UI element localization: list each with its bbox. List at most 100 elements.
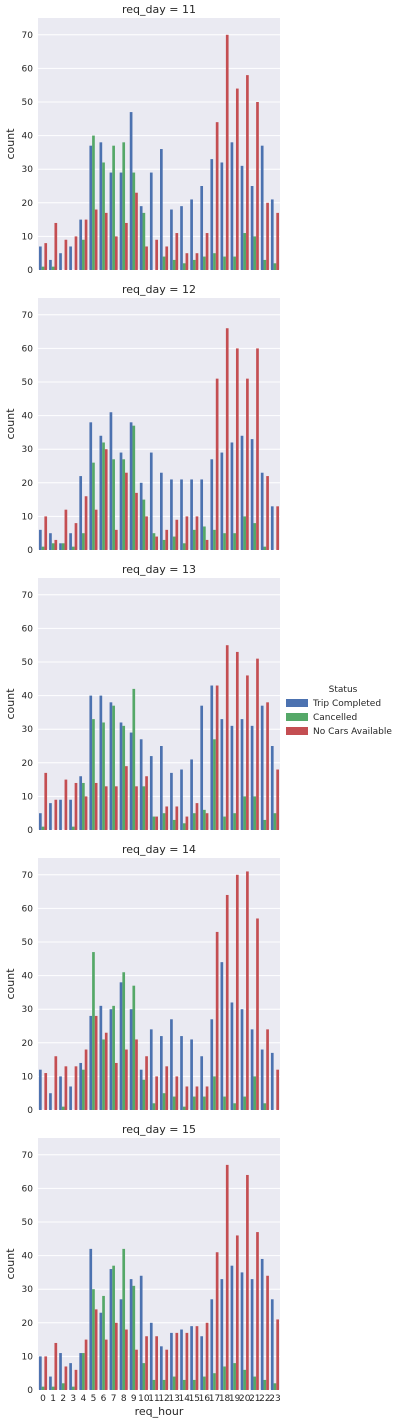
- bar-trip-completed: [129, 1009, 133, 1110]
- bar-cancelled: [253, 1376, 257, 1390]
- bar-trip-completed: [139, 739, 143, 830]
- bar-cancelled: [192, 1379, 196, 1390]
- bar-cancelled: [61, 543, 65, 550]
- bar-trip-completed: [170, 479, 173, 550]
- bar-no-cars-available: [205, 1322, 209, 1390]
- x-tick-label: 2: [60, 1394, 66, 1404]
- bar-trip-completed: [99, 142, 103, 270]
- y-tick-label: 70: [22, 871, 34, 881]
- x-tick-label: 21: [249, 1394, 260, 1404]
- bar-trip-completed: [190, 759, 193, 830]
- bar-no-cars-available: [276, 506, 279, 550]
- y-tick-label: 30: [22, 1005, 34, 1015]
- bar-no-cars-available: [114, 236, 118, 270]
- bar-cancelled: [213, 1373, 216, 1390]
- bar-trip-completed: [59, 1353, 62, 1390]
- bar-trip-completed: [180, 769, 183, 830]
- bar-no-cars-available: [44, 1356, 48, 1390]
- bar-cancelled: [213, 1076, 216, 1110]
- y-tick-label: 20: [22, 199, 34, 209]
- bar-no-cars-available: [185, 816, 189, 830]
- bar-cancelled: [243, 516, 247, 550]
- bar-cancelled: [51, 543, 55, 550]
- y-axis-label: count: [4, 128, 17, 160]
- bar-no-cars-available: [195, 516, 199, 550]
- bar-cancelled: [273, 263, 277, 270]
- bar-no-cars-available: [185, 516, 189, 550]
- x-tick-label: 13: [168, 1394, 179, 1404]
- x-tick-label: 17: [209, 1394, 220, 1404]
- bar-cancelled: [162, 1379, 166, 1390]
- y-tick-label: 30: [22, 1285, 34, 1295]
- bar-trip-completed: [109, 1269, 113, 1390]
- y-axis-label: count: [4, 408, 17, 440]
- bar-trip-completed: [220, 962, 224, 1110]
- bar-trip-completed: [99, 1312, 103, 1390]
- bar-no-cars-available: [175, 1076, 179, 1110]
- bar-trip-completed: [119, 722, 123, 830]
- x-tick-label: 12: [158, 1394, 169, 1404]
- legend: Status Trip Completed Cancelled No Cars Ava…: [286, 685, 392, 737]
- bar-cancelled: [233, 1363, 236, 1390]
- bar-cancelled: [192, 813, 196, 830]
- bar-cancelled: [142, 499, 146, 550]
- bar-no-cars-available: [225, 328, 229, 550]
- bar-trip-completed: [149, 756, 153, 830]
- bar-trip-completed: [109, 412, 113, 550]
- bar-cancelled: [263, 1379, 267, 1390]
- bar-trip-completed: [260, 1049, 264, 1110]
- bar-trip-completed: [250, 1279, 254, 1390]
- bar-trip-completed: [210, 1019, 214, 1110]
- bar-trip-completed: [250, 439, 254, 550]
- bar-cancelled: [162, 256, 166, 270]
- y-axis-label: count: [4, 968, 17, 1000]
- bar-no-cars-available: [246, 871, 249, 1110]
- bar-cancelled: [82, 239, 85, 270]
- bar-cancelled: [192, 1096, 196, 1110]
- bar-no-cars-available: [84, 219, 88, 270]
- plot-background: [38, 1138, 280, 1390]
- bar-trip-completed: [69, 1086, 72, 1110]
- facet-title: req_day = 13: [122, 563, 196, 576]
- legend-swatch: [286, 713, 308, 721]
- bar-cancelled: [223, 533, 226, 550]
- bar-cancelled: [253, 1076, 257, 1110]
- bar-cancelled: [243, 1369, 247, 1390]
- bar-no-cars-available: [84, 1339, 88, 1390]
- bar-trip-completed: [160, 472, 163, 550]
- bar-trip-completed: [250, 725, 254, 830]
- legend-swatch: [286, 727, 308, 735]
- bar-cancelled: [51, 1386, 55, 1390]
- y-tick-label: 70: [22, 591, 34, 601]
- bar-no-cars-available: [246, 1174, 249, 1390]
- bar-no-cars-available: [235, 88, 239, 270]
- x-tick-label: 3: [70, 1394, 76, 1404]
- x-tick-label: 9: [131, 1394, 137, 1404]
- bar-trip-completed: [139, 1069, 143, 1110]
- x-tick-label: 10: [138, 1394, 150, 1404]
- y-tick-label: 20: [22, 1039, 34, 1049]
- bar-no-cars-available: [165, 1066, 169, 1110]
- bar-no-cars-available: [256, 658, 259, 830]
- bar-trip-completed: [149, 1029, 153, 1110]
- bar-cancelled: [182, 543, 186, 550]
- bar-cancelled: [203, 256, 206, 270]
- bar-cancelled: [152, 816, 156, 830]
- bar-no-cars-available: [266, 702, 269, 830]
- bar-no-cars-available: [266, 1275, 269, 1390]
- y-tick-label: 50: [22, 1218, 34, 1228]
- y-tick-label: 60: [22, 344, 34, 354]
- bar-no-cars-available: [155, 1336, 158, 1390]
- bar-cancelled: [82, 1353, 85, 1390]
- facet-title: req_day = 15: [122, 1123, 196, 1136]
- bar-no-cars-available: [114, 786, 118, 830]
- y-tick-label: 70: [22, 311, 34, 321]
- bar-cancelled: [223, 256, 226, 270]
- bar-cancelled: [223, 816, 226, 830]
- legend-entry: No Cars Available: [313, 727, 392, 737]
- plot-background: [38, 578, 280, 830]
- x-tick-label: 6: [101, 1394, 107, 1404]
- bar-no-cars-available: [165, 806, 169, 830]
